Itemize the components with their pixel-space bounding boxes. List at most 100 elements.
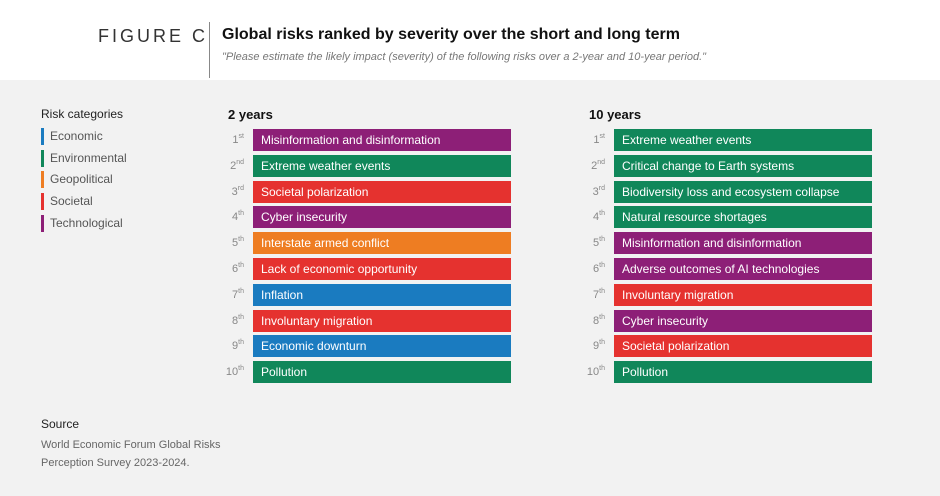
rank-label: 9th (583, 335, 605, 357)
risk-bar: Adverse outcomes of AI technologies (614, 258, 872, 280)
rank-number: 6 (593, 263, 600, 275)
risk-bar: Inflation (253, 283, 511, 306)
rank-suffix: th (238, 262, 244, 269)
rank-label: 3rd (583, 181, 605, 203)
risk-bar: Pollution (614, 361, 872, 384)
rank-number: 9 (593, 340, 600, 353)
rank-number: 7 (232, 288, 239, 301)
rank-number: 7 (593, 288, 600, 301)
legend: Risk categories Economic Environmental Geo… (41, 107, 127, 236)
rank-number: 3 (231, 185, 238, 198)
risk-bar: Biodiversity loss and ecosystem collapse (614, 180, 872, 203)
risk-bar: Pollution (253, 361, 511, 384)
rank-number: 10 (586, 366, 600, 379)
rank-label: 5th (222, 232, 244, 254)
risk-bar: Cyber insecurity (253, 206, 511, 229)
risk-bar: Misinformation and disinformation (253, 129, 511, 151)
rank-label: 10th (222, 361, 244, 383)
rank-label: 1st (222, 129, 244, 151)
source-note: Source World Economic Forum Global Risks… (41, 417, 251, 472)
source-text: World Economic Forum Global Risks Percep… (41, 439, 221, 469)
rank-suffix: th (238, 339, 244, 347)
rank-number: 1 (232, 134, 239, 146)
rank-label: 8th (222, 310, 244, 332)
risk-bar: Interstate armed conflict (253, 232, 511, 255)
source-title: Source (41, 417, 80, 431)
rank-label: 4th (583, 206, 605, 228)
rank-number: 8 (232, 314, 239, 327)
risk-bar: Misinformation and disinformation (614, 232, 872, 255)
legend-swatch (41, 171, 44, 189)
rank-suffix: th (599, 365, 605, 373)
risk-bar: Extreme weather events (614, 129, 872, 151)
rank-number: 6 (232, 263, 239, 275)
rank-suffix: st (238, 133, 244, 140)
rank-suffix: th (238, 287, 244, 295)
rank-suffix: th (238, 313, 244, 321)
rank-number: 4 (232, 211, 239, 224)
rank-suffix: th (599, 236, 605, 244)
rank-suffix: th (599, 287, 605, 295)
risk-bar: Societal polarization (253, 180, 511, 203)
rank-label: 5th (583, 232, 605, 254)
risk-bar: Critical change to Earth systems (614, 154, 872, 177)
legend-item: Societal (41, 193, 127, 211)
legend-items: Economic Environmental Geopolitical Societa… (41, 128, 127, 232)
rank-label: 9th (222, 335, 244, 357)
rank-label: 3rd (222, 181, 244, 203)
panel-title: 10 years (589, 107, 642, 122)
risk-bar: Societal polarization (614, 335, 872, 358)
legend-item: Geopolitical (41, 171, 127, 189)
rank-suffix: th (599, 210, 605, 218)
chart-title: Global risks ranked by severity over the… (222, 26, 680, 43)
rank-suffix: th (238, 210, 244, 218)
legend-label: Environmental (50, 150, 127, 165)
rank-suffix: rd (598, 184, 605, 192)
rank-number: 2 (230, 159, 237, 172)
rank-label: 1st (583, 129, 605, 151)
legend-label: Technological (50, 215, 123, 230)
rank-label: 4th (222, 206, 244, 228)
legend-swatch (41, 128, 44, 145)
figure-label: FIGURE C (98, 26, 209, 46)
rank-suffix: th (599, 262, 605, 269)
risk-bar: Involuntary migration (253, 309, 511, 332)
risk-bar: Lack of economic opportunity (253, 258, 511, 280)
legend-label: Economic (50, 129, 103, 143)
rank-number: 10 (225, 366, 239, 379)
rank-label: 2nd (583, 155, 605, 177)
rank-label: 6th (222, 258, 244, 280)
risk-bar: Involuntary migration (614, 283, 872, 306)
rank-number: 9 (232, 340, 239, 353)
rank-number: 5 (232, 237, 239, 250)
rank-suffix: th (238, 365, 244, 373)
risk-bar: Extreme weather events (253, 154, 511, 177)
legend-label: Societal (50, 194, 93, 209)
rank-suffix: th (599, 339, 605, 347)
rank-number: 3 (592, 185, 599, 198)
legend-item: Environmental (41, 149, 127, 167)
rank-label: 7th (222, 284, 244, 306)
risk-bar: Economic downturn (253, 335, 511, 358)
rank-suffix: th (599, 313, 605, 321)
legend-label: Geopolitical (50, 172, 113, 187)
rank-label: 6th (583, 258, 605, 280)
rank-number: 5 (593, 237, 600, 250)
rank-label: 8th (583, 310, 605, 332)
legend-swatch (41, 193, 44, 211)
legend-title: Risk categories (41, 107, 124, 121)
rank-number: 1 (593, 134, 600, 146)
legend-item: Technological (41, 214, 127, 232)
rank-number: 4 (593, 211, 600, 224)
legend-item: Economic (41, 128, 127, 145)
chart-subtitle: "Please estimate the likely impact (seve… (222, 51, 707, 63)
legend-swatch (41, 149, 44, 167)
rank-suffix: rd (237, 184, 244, 192)
figure-header: FIGURE C Global risks ranked by severity… (0, 0, 940, 80)
risk-bar: Natural resource shortages (614, 206, 872, 229)
rank-suffix: st (599, 133, 605, 140)
rank-number: 8 (593, 314, 600, 327)
rank-label: 2nd (222, 155, 244, 177)
rank-suffix: nd (597, 158, 605, 166)
rank-suffix: th (238, 236, 244, 244)
